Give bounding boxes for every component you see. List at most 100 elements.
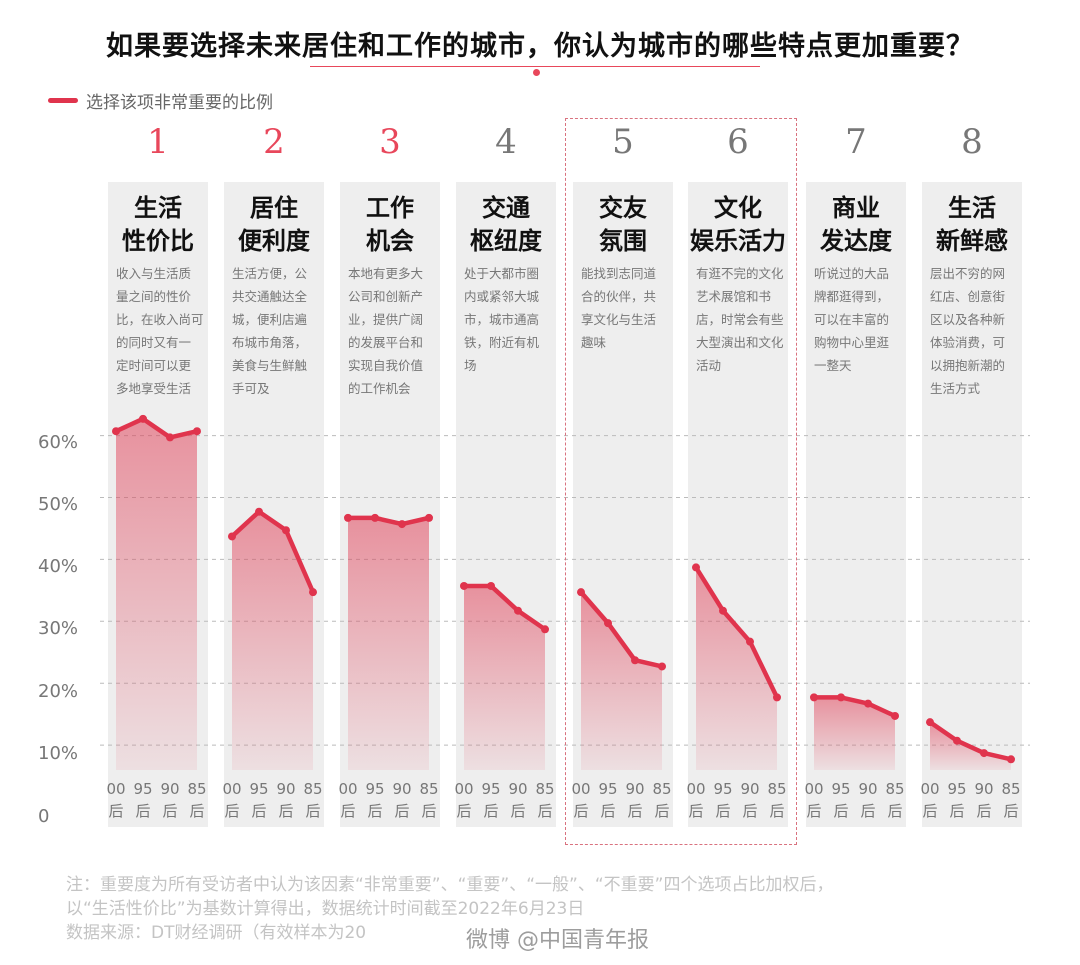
generation-label: 90 后 — [508, 780, 528, 820]
description-line: 红店、创意街 — [930, 289, 1006, 304]
description-line: 市，城市通高 — [464, 312, 540, 327]
rank-number: 7 — [845, 122, 867, 162]
series-line — [927, 719, 1014, 762]
y-tick-label: 10% — [38, 743, 79, 764]
data-point — [577, 588, 585, 597]
data-point — [460, 581, 468, 590]
description-line: 牌都逛得到， — [814, 289, 890, 304]
generation-label: 00 后 — [338, 780, 358, 820]
data-point — [371, 513, 379, 522]
generation-label: 00 后 — [106, 780, 126, 820]
series-line — [811, 695, 898, 719]
series-line — [113, 416, 200, 440]
generation-label: 95 后 — [249, 780, 269, 820]
generation-label: 00 后 — [454, 780, 474, 820]
generation-label: 85 后 — [1001, 780, 1021, 820]
title-underline — [310, 66, 760, 67]
chart-title: 如果要选择未来居住和工作的城市，你认为城市的哪些特点更加重要？ — [106, 31, 974, 62]
series-area — [696, 567, 777, 770]
description-line: 生活方便，公 — [232, 266, 308, 281]
category-name: 交通 枢纽度 — [470, 194, 542, 255]
description-line: 趣味 — [581, 335, 607, 350]
description-line: 购物中心里逛 — [814, 335, 890, 350]
watermark: 微博 @中国青年报 — [466, 928, 649, 953]
category-description: 听说过的大品 牌都逛得到， 可以在丰富的 购物中心里逛 一整天 — [814, 262, 904, 377]
data-point — [193, 427, 201, 436]
generation-label: 95 后 — [481, 780, 501, 820]
description-line: 享文化与生活 — [581, 312, 657, 327]
description-line: 实现自我价值 — [348, 358, 424, 373]
description-line: 共交通触达全 — [232, 289, 308, 304]
category-name: 生活 新鲜感 — [936, 194, 1008, 255]
generation-label: 95 后 — [947, 780, 967, 820]
description-line: 公司和创新产 — [348, 289, 424, 304]
data-point — [166, 433, 174, 442]
generation-label: 85 后 — [303, 780, 323, 820]
generation-label: 85 后 — [419, 780, 439, 820]
series-area — [232, 511, 313, 770]
generation-label: 00 后 — [571, 780, 591, 820]
description-line: 收入与生活质 — [116, 266, 192, 281]
description-line: 以拥抱新潮的 — [930, 358, 1006, 373]
data-point — [487, 581, 495, 590]
series-line — [461, 583, 548, 632]
description-line: 合的伙伴，共 — [581, 289, 657, 304]
description-line: 活动 — [696, 358, 722, 373]
series-area — [116, 418, 197, 770]
data-point — [398, 520, 406, 529]
data-point — [692, 563, 700, 572]
data-point — [255, 507, 263, 516]
description-line: 的同时又有一 — [116, 335, 192, 350]
data-point — [631, 656, 639, 665]
generation-label: 85 后 — [187, 780, 207, 820]
data-point — [980, 749, 988, 758]
rank-number: 1 — [147, 122, 169, 162]
rank-number: 2 — [263, 122, 285, 162]
description-line: 艺术展馆和书 — [696, 289, 772, 304]
generation-label: 85 后 — [652, 780, 672, 820]
y-tick-label: 50% — [38, 494, 79, 515]
series-area — [464, 585, 545, 770]
description-line: 生活方式 — [930, 381, 981, 396]
generation-label: 90 后 — [974, 780, 994, 820]
description-line: 铁，附近有机 — [464, 335, 540, 350]
data-point — [891, 711, 899, 720]
category-name: 生活 性价比 — [122, 194, 194, 255]
generation-label: 95 后 — [133, 780, 153, 820]
data-point — [773, 693, 781, 702]
generation-label: 90 后 — [858, 780, 878, 820]
category-name: 文化 娱乐活力 — [690, 194, 786, 255]
description-line: 的发展平台和 — [348, 335, 424, 350]
generation-label: 00 后 — [804, 780, 824, 820]
category-description: 处于大都市圈 内或紧邻大城 市，城市通高 铁，附近有机场 — [464, 262, 554, 377]
description-line: 布城市角落， — [232, 335, 308, 350]
data-point — [1007, 755, 1015, 764]
series-line — [345, 515, 432, 527]
category-description: 有逛不完的文化 艺术展馆和书 店，时常会有些 大型演出和文化 活动 — [696, 262, 786, 377]
generation-label: 00 后 — [686, 780, 706, 820]
description-line: 本地有更多大 — [348, 266, 424, 281]
data-point — [514, 606, 522, 615]
generation-label: 85 后 — [535, 780, 555, 820]
generation-label: 90 后 — [160, 780, 180, 820]
series-line — [578, 589, 665, 669]
data-point — [810, 693, 818, 702]
series-area — [930, 722, 1011, 770]
category-description: 能找到志同道 合的伙伴，共 享文化与生活 趣味 — [581, 262, 671, 354]
y-tick-label: 60% — [38, 432, 79, 453]
description-line: 可以在丰富的 — [814, 312, 890, 327]
description-line: 多地享受生活 — [116, 381, 192, 396]
legend: 选择该项非常重要的比例 — [48, 88, 273, 113]
description-line: 处于大都市圈 — [464, 266, 540, 281]
data-point — [953, 736, 961, 745]
category-name: 商业 发达度 — [820, 194, 892, 255]
y-tick-label: 40% — [38, 556, 79, 577]
series-line — [229, 509, 316, 595]
generation-label: 95 后 — [598, 780, 618, 820]
category-name: 工作 机会 — [366, 194, 414, 255]
category-description: 收入与生活质 量之间的性价 比，在收入尚可 的同时又有一 定时间可以更 多地享受生活 — [116, 262, 206, 400]
data-point — [344, 513, 352, 522]
y-tick-label: 20% — [38, 681, 79, 702]
generation-label: 90 后 — [625, 780, 645, 820]
